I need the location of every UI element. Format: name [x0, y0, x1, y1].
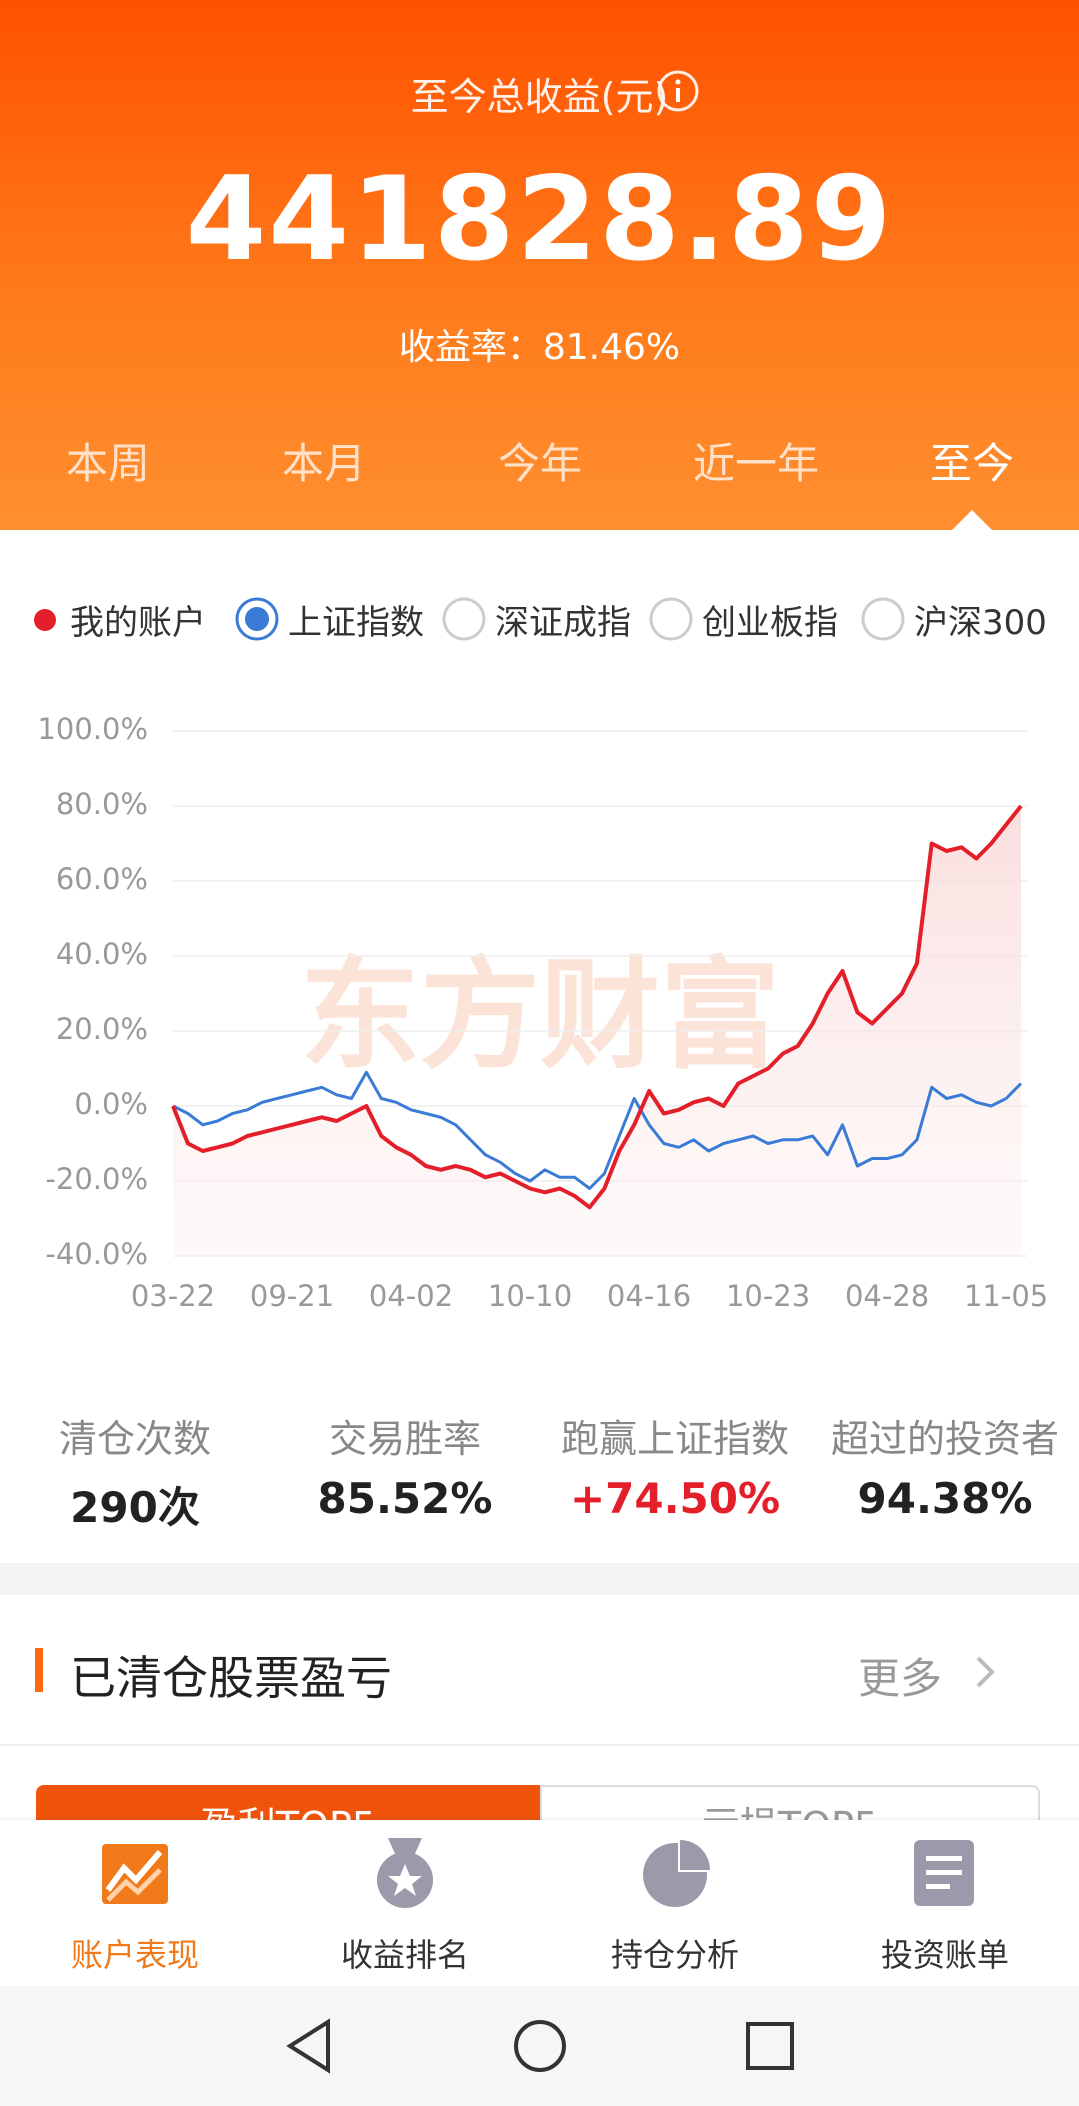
sub-tab-label: 亏损TOP5 [542, 1787, 1038, 1825]
x-tick-label: 03-22 [131, 1279, 215, 1313]
radio[interactable] [860, 596, 906, 642]
more-link[interactable]: 更多 [858, 1654, 943, 1703]
radio-checked[interactable] [234, 596, 280, 642]
rate-label: 收益率： [398, 327, 543, 368]
sub-tab[interactable]: 亏损TOP5 [540, 1785, 1040, 1825]
legend-item[interactable]: 深证成指 [495, 603, 631, 643]
stat-label: 超过的投资者 [830, 1417, 1059, 1461]
x-tick-label: 04-02 [369, 1279, 453, 1313]
legend-dot [34, 609, 56, 631]
divider [0, 1744, 1079, 1746]
total-profit: 441828.89 [185, 152, 894, 287]
tab[interactable]: 本周 [65, 439, 150, 488]
stat-value: 290次 [70, 1483, 200, 1532]
nav-icon[interactable] [100, 1838, 170, 1908]
stat-value: 94.38% [857, 1474, 1033, 1523]
series-line [171, 804, 1023, 1210]
tab-active[interactable]: 至今 [929, 439, 1014, 488]
section-title: 已清仓股票盈亏 [70, 1651, 392, 1705]
rate: 收益率：81.46% [0, 318, 1079, 370]
nav-label[interactable]: 持仓分析 [610, 1936, 739, 1974]
x-tick-label: 10-10 [488, 1279, 572, 1313]
home-button[interactable] [510, 2016, 570, 2076]
y-tick-label: 100.0% [37, 712, 148, 746]
separator [0, 1563, 1079, 1595]
radio[interactable] [648, 596, 694, 642]
y-tick-label: 60.0% [56, 862, 148, 896]
radio[interactable] [441, 596, 487, 642]
y-tick-label: -20.0% [45, 1162, 148, 1196]
x-tick-label: 09-21 [250, 1279, 334, 1313]
x-tick-label: 04-16 [607, 1279, 691, 1313]
series-line [172, 1070, 1023, 1190]
header: 至今总收益(元) 441828.89 收益率：81.46% 本周 本月 今年 近… [0, 0, 1079, 530]
nav-icon[interactable] [370, 1836, 440, 1910]
tab-pointer [952, 510, 992, 530]
legend-item: 我的账户 [70, 603, 206, 643]
y-tick-label: 40.0% [56, 937, 148, 971]
stat-value: +74.50% [569, 1474, 781, 1523]
legend-item[interactable]: 创业板指 [702, 603, 838, 643]
tab[interactable]: 近一年 [692, 439, 819, 488]
nav-label[interactable]: 账户表现 [70, 1936, 199, 1974]
recent-button[interactable] [740, 2016, 800, 2076]
back-button[interactable] [280, 2016, 340, 2076]
header-title: 至今总收益(元) [410, 75, 669, 119]
nav-icon[interactable] [912, 1838, 976, 1908]
stat-label: 跑赢上证指数 [560, 1417, 789, 1461]
watermark: 东方财富 [300, 947, 780, 1086]
legend-item[interactable]: 沪深300 [914, 603, 1047, 643]
area [173, 806, 1021, 1256]
section-marker [35, 1648, 43, 1692]
chart: 东方财富 100.0% 80.0% 60.0% 40.0% 20.0% 0.0% -20.0… [37, 712, 1048, 1313]
sub-tab-active[interactable]: 盈利TOP5 [36, 1785, 540, 1825]
y-tick-label: 80.0% [56, 787, 148, 821]
bottom-nav [0, 1820, 1079, 1986]
nav-label[interactable]: 收益排名 [340, 1936, 469, 1974]
tab[interactable]: 本月 [281, 439, 366, 488]
y-tick-label: 0.0% [74, 1087, 148, 1121]
tab[interactable]: 今年 [497, 439, 582, 488]
legend-item[interactable]: 上证指数 [288, 603, 424, 643]
rate-value: 81.46% [542, 327, 681, 368]
chevron[interactable] [970, 1652, 1000, 1692]
nav-icon[interactable] [640, 1838, 710, 1908]
sub-tab-label: 盈利TOP5 [36, 1785, 540, 1825]
x-tick-label: 04-28 [845, 1279, 929, 1313]
x-tick-label: 10-23 [726, 1279, 810, 1313]
nav-label[interactable]: 投资账单 [880, 1936, 1009, 1974]
y-tick-label: 20.0% [56, 1012, 148, 1046]
stat-label: 交易胜率 [328, 1417, 481, 1461]
y-tick-label: -40.0% [45, 1237, 148, 1271]
stat-value: 85.52% [317, 1474, 493, 1523]
stat-label: 清仓次数 [58, 1417, 211, 1461]
info-icon[interactable] [655, 68, 701, 114]
x-tick-label: 11-05 [964, 1279, 1048, 1313]
system-bar [0, 1986, 1079, 2106]
